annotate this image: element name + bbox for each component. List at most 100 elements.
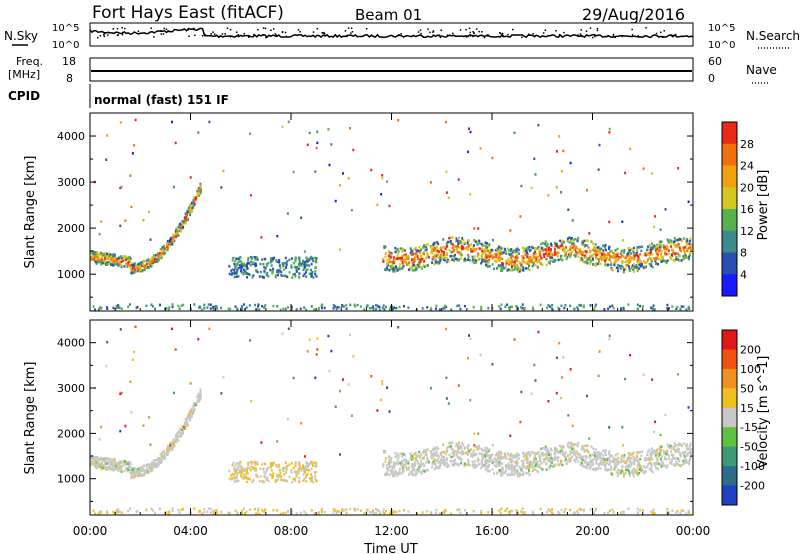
power-echo (245, 306, 248, 309)
nsearch-point (631, 34, 634, 36)
power-echo (549, 256, 552, 259)
power-echo (683, 250, 686, 253)
power-echo (378, 308, 381, 312)
velocity-echo (476, 448, 479, 451)
nsearch-point (275, 35, 278, 38)
velocity-echo (610, 472, 613, 476)
nsearch-point (213, 33, 216, 35)
power-echo (584, 250, 587, 253)
power-echo (649, 263, 652, 266)
power-echo (172, 233, 175, 237)
velocity-echo (613, 460, 616, 463)
velocity-echo (117, 468, 120, 471)
power-echo (481, 249, 484, 253)
power-echo (529, 259, 532, 262)
power-echo (381, 306, 384, 310)
velocity-echo (390, 457, 393, 460)
velocity-echo (105, 468, 107, 471)
power-echo (154, 307, 156, 311)
velocity-echo (377, 509, 380, 512)
velocity-echo (419, 470, 422, 474)
velocity-echo (642, 470, 645, 474)
power-echo (685, 237, 688, 241)
velocity-echo (423, 449, 425, 452)
power-echo (125, 262, 128, 265)
velocity-echo (513, 464, 516, 468)
power-echo (100, 220, 103, 223)
power-echo (545, 263, 548, 267)
power-echo (613, 255, 616, 258)
power-echo (677, 255, 680, 258)
velocity-echo (677, 459, 680, 463)
power-echo (228, 265, 231, 268)
velocity-echo (228, 469, 231, 473)
velocity-echo (433, 467, 436, 471)
velocity-echo (606, 458, 609, 461)
velocity-echo (577, 441, 580, 445)
power-echo (411, 250, 414, 253)
colorbar-tick-label: 28 (740, 138, 754, 151)
velocity-echo (104, 466, 106, 470)
power-echo (423, 265, 426, 268)
power-echo (553, 245, 556, 249)
velocity-echo (412, 457, 415, 461)
power-echo (386, 259, 389, 262)
power-echo (231, 259, 234, 262)
velocity-echo (255, 474, 258, 477)
velocity-echo (532, 466, 535, 469)
velocity-echo (672, 456, 675, 459)
velocity-echo (569, 456, 572, 460)
velocity-echo (603, 458, 606, 461)
velocity-echo (236, 473, 239, 477)
velocity-echo (391, 469, 394, 472)
velocity-echo (437, 458, 440, 461)
velocity-echo (310, 467, 313, 471)
power-echo (278, 259, 281, 262)
velocity-echo (576, 444, 579, 448)
power-echo (639, 265, 642, 268)
velocity-echo (143, 473, 146, 476)
velocity-echo (305, 480, 308, 483)
velocity-echo (420, 459, 423, 463)
power-echo (233, 275, 236, 279)
velocity-echo (245, 467, 248, 470)
velocity-echo (578, 455, 581, 458)
power-echo (234, 259, 237, 263)
power-echo (638, 246, 640, 249)
power-echo (405, 261, 408, 264)
velocity-echo (678, 448, 680, 451)
velocity-echo (345, 511, 348, 515)
nsearch-point (371, 35, 374, 37)
power-echo (518, 270, 521, 273)
power-echo (564, 246, 567, 249)
power-echo (231, 268, 234, 271)
velocity-echo (514, 470, 516, 473)
velocity-echo (491, 453, 494, 457)
power-echo (632, 270, 635, 273)
velocity-echo (650, 510, 653, 514)
colorbar-tick-label: 20 (740, 181, 754, 194)
velocity-echo (459, 457, 462, 460)
power-echo (130, 267, 132, 270)
power-echo (120, 260, 123, 263)
velocity-echo (363, 512, 366, 515)
velocity-echo (165, 452, 168, 456)
power-echo (294, 256, 297, 260)
velocity-echo (116, 462, 119, 465)
velocity-echo (102, 464, 105, 467)
power-echo (629, 253, 631, 257)
power-echo (273, 256, 275, 260)
velocity-echo (561, 449, 564, 453)
velocity-echo (593, 452, 596, 455)
velocity-echo (493, 464, 496, 467)
velocity-echo (136, 468, 139, 471)
power-echo (295, 270, 298, 273)
velocity-echo (595, 458, 598, 462)
velocity-echo (573, 511, 575, 515)
velocity-echo (170, 447, 173, 451)
power-echo (192, 204, 195, 207)
power-echo (127, 260, 130, 264)
power-echo (521, 307, 524, 310)
power-echo (469, 247, 472, 251)
velocity-echo (508, 467, 511, 471)
